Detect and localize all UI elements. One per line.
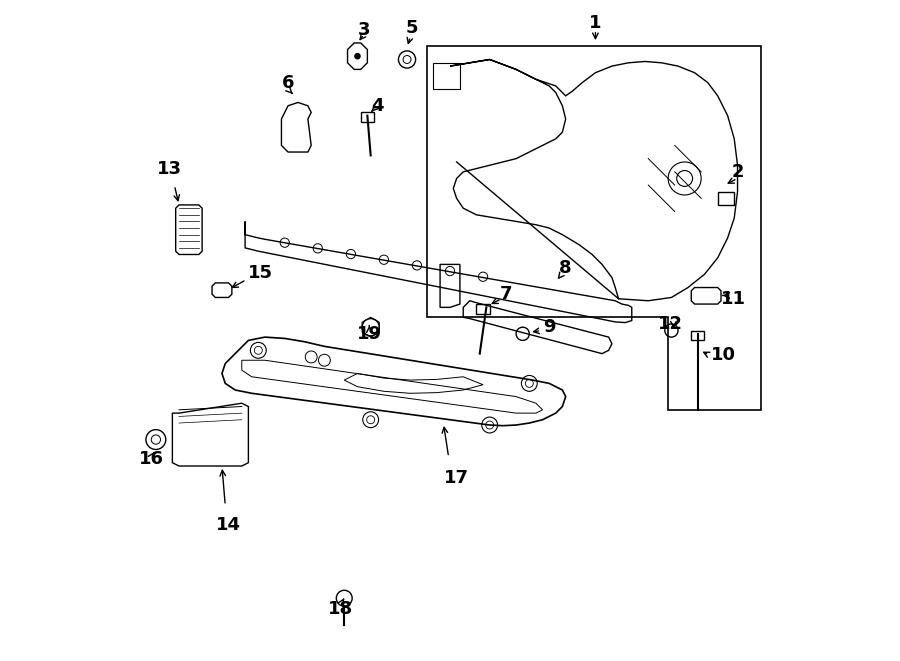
- Text: 4: 4: [371, 97, 383, 115]
- Bar: [434, 63, 460, 89]
- Text: 12: 12: [658, 315, 682, 333]
- Text: 1: 1: [590, 14, 602, 32]
- Text: 16: 16: [139, 450, 164, 469]
- Text: 11: 11: [721, 290, 746, 308]
- Bar: [691, 330, 705, 340]
- Bar: [361, 112, 374, 122]
- Text: 18: 18: [328, 600, 354, 619]
- Text: 8: 8: [560, 258, 572, 277]
- Text: 9: 9: [543, 318, 555, 336]
- Text: 7: 7: [500, 285, 512, 303]
- Text: 3: 3: [358, 20, 370, 39]
- Text: 5: 5: [405, 19, 418, 37]
- Text: 13: 13: [157, 159, 182, 178]
- Text: 10: 10: [711, 346, 736, 364]
- Text: 2: 2: [732, 163, 743, 181]
- Circle shape: [355, 53, 361, 59]
- Text: 19: 19: [357, 325, 382, 343]
- Bar: [476, 304, 490, 314]
- Bar: [717, 192, 734, 205]
- Text: 6: 6: [282, 73, 294, 92]
- Text: 15: 15: [248, 264, 274, 282]
- Text: 17: 17: [444, 469, 469, 487]
- Text: 14: 14: [216, 516, 241, 535]
